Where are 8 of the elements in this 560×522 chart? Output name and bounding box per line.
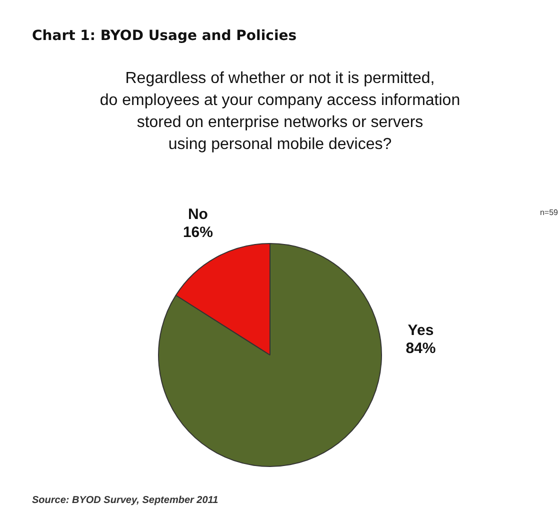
- source-note: Source: BYOD Survey, September 2011: [32, 495, 218, 506]
- data-label: 84%: [406, 340, 436, 358]
- text: n=59: [540, 208, 558, 217]
- chart-title: Chart 1: BYOD Usage and Policies: [32, 28, 297, 44]
- slice-label: No: [188, 206, 208, 224]
- slice-label: Yes: [408, 322, 434, 340]
- chart-subtitle: Regardless of whether or not it is permitted, do employees at your company access information stored on enterprise networks or servers using personal mobile devices?: [98, 69, 462, 155]
- data-label: 16%: [182, 224, 213, 242]
